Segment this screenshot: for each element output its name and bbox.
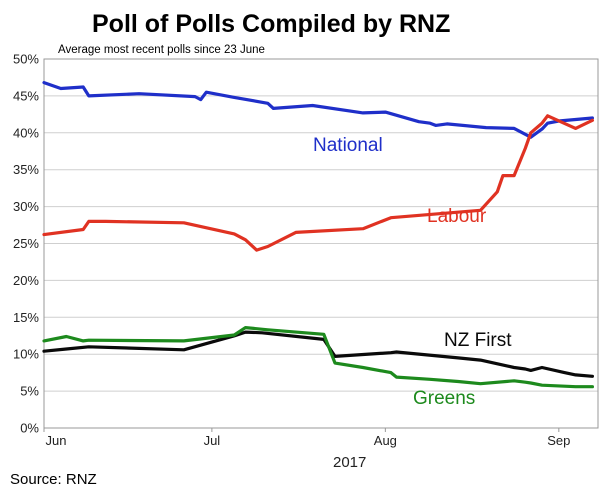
x-tick-label: Jun <box>46 433 67 448</box>
label-labour: Labour <box>427 206 487 227</box>
y-tick-label: 35% <box>13 162 39 177</box>
source-note: Source: RNZ <box>10 471 97 488</box>
grid-lines <box>44 58 598 429</box>
series-lines <box>42 80 595 389</box>
y-tick-label: 30% <box>13 199 39 214</box>
y-tick-label: 25% <box>13 236 39 251</box>
plot-area-border <box>43 58 599 429</box>
y-tick-label: 10% <box>13 347 39 362</box>
y-tick-label: 15% <box>13 310 39 325</box>
label-greens: Greens <box>413 388 475 409</box>
y-tick-label: 0% <box>20 421 39 436</box>
series-line-national <box>42 80 595 139</box>
y-tick-label: 45% <box>13 88 39 103</box>
x-tick-label: Jul <box>204 433 221 448</box>
x-axis-year-label: 2017 <box>333 454 366 471</box>
chart-subtitle: Average most recent polls since 23 June <box>58 44 265 56</box>
y-tick-label: 50% <box>13 52 39 67</box>
series-line-labour <box>42 114 595 252</box>
series-line-nz-first <box>42 330 595 378</box>
label-nz-first: NZ First <box>444 330 512 351</box>
x-tick-label: Sep <box>547 433 570 448</box>
label-national: National <box>313 135 383 156</box>
series-line-greens <box>42 326 595 389</box>
y-axis: 0% 5% 10% 15% 20% 25% 30% 35% 40% 45% 50% <box>13 52 39 436</box>
chart-title: Poll of Polls Compiled by RNZ <box>92 10 450 38</box>
y-tick-label: 40% <box>13 125 39 140</box>
y-tick-label: 5% <box>20 384 39 399</box>
x-tick-label: Aug <box>374 433 397 448</box>
y-tick-label: 20% <box>13 273 39 288</box>
x-axis: Jun Jul Aug Sep <box>43 428 570 448</box>
